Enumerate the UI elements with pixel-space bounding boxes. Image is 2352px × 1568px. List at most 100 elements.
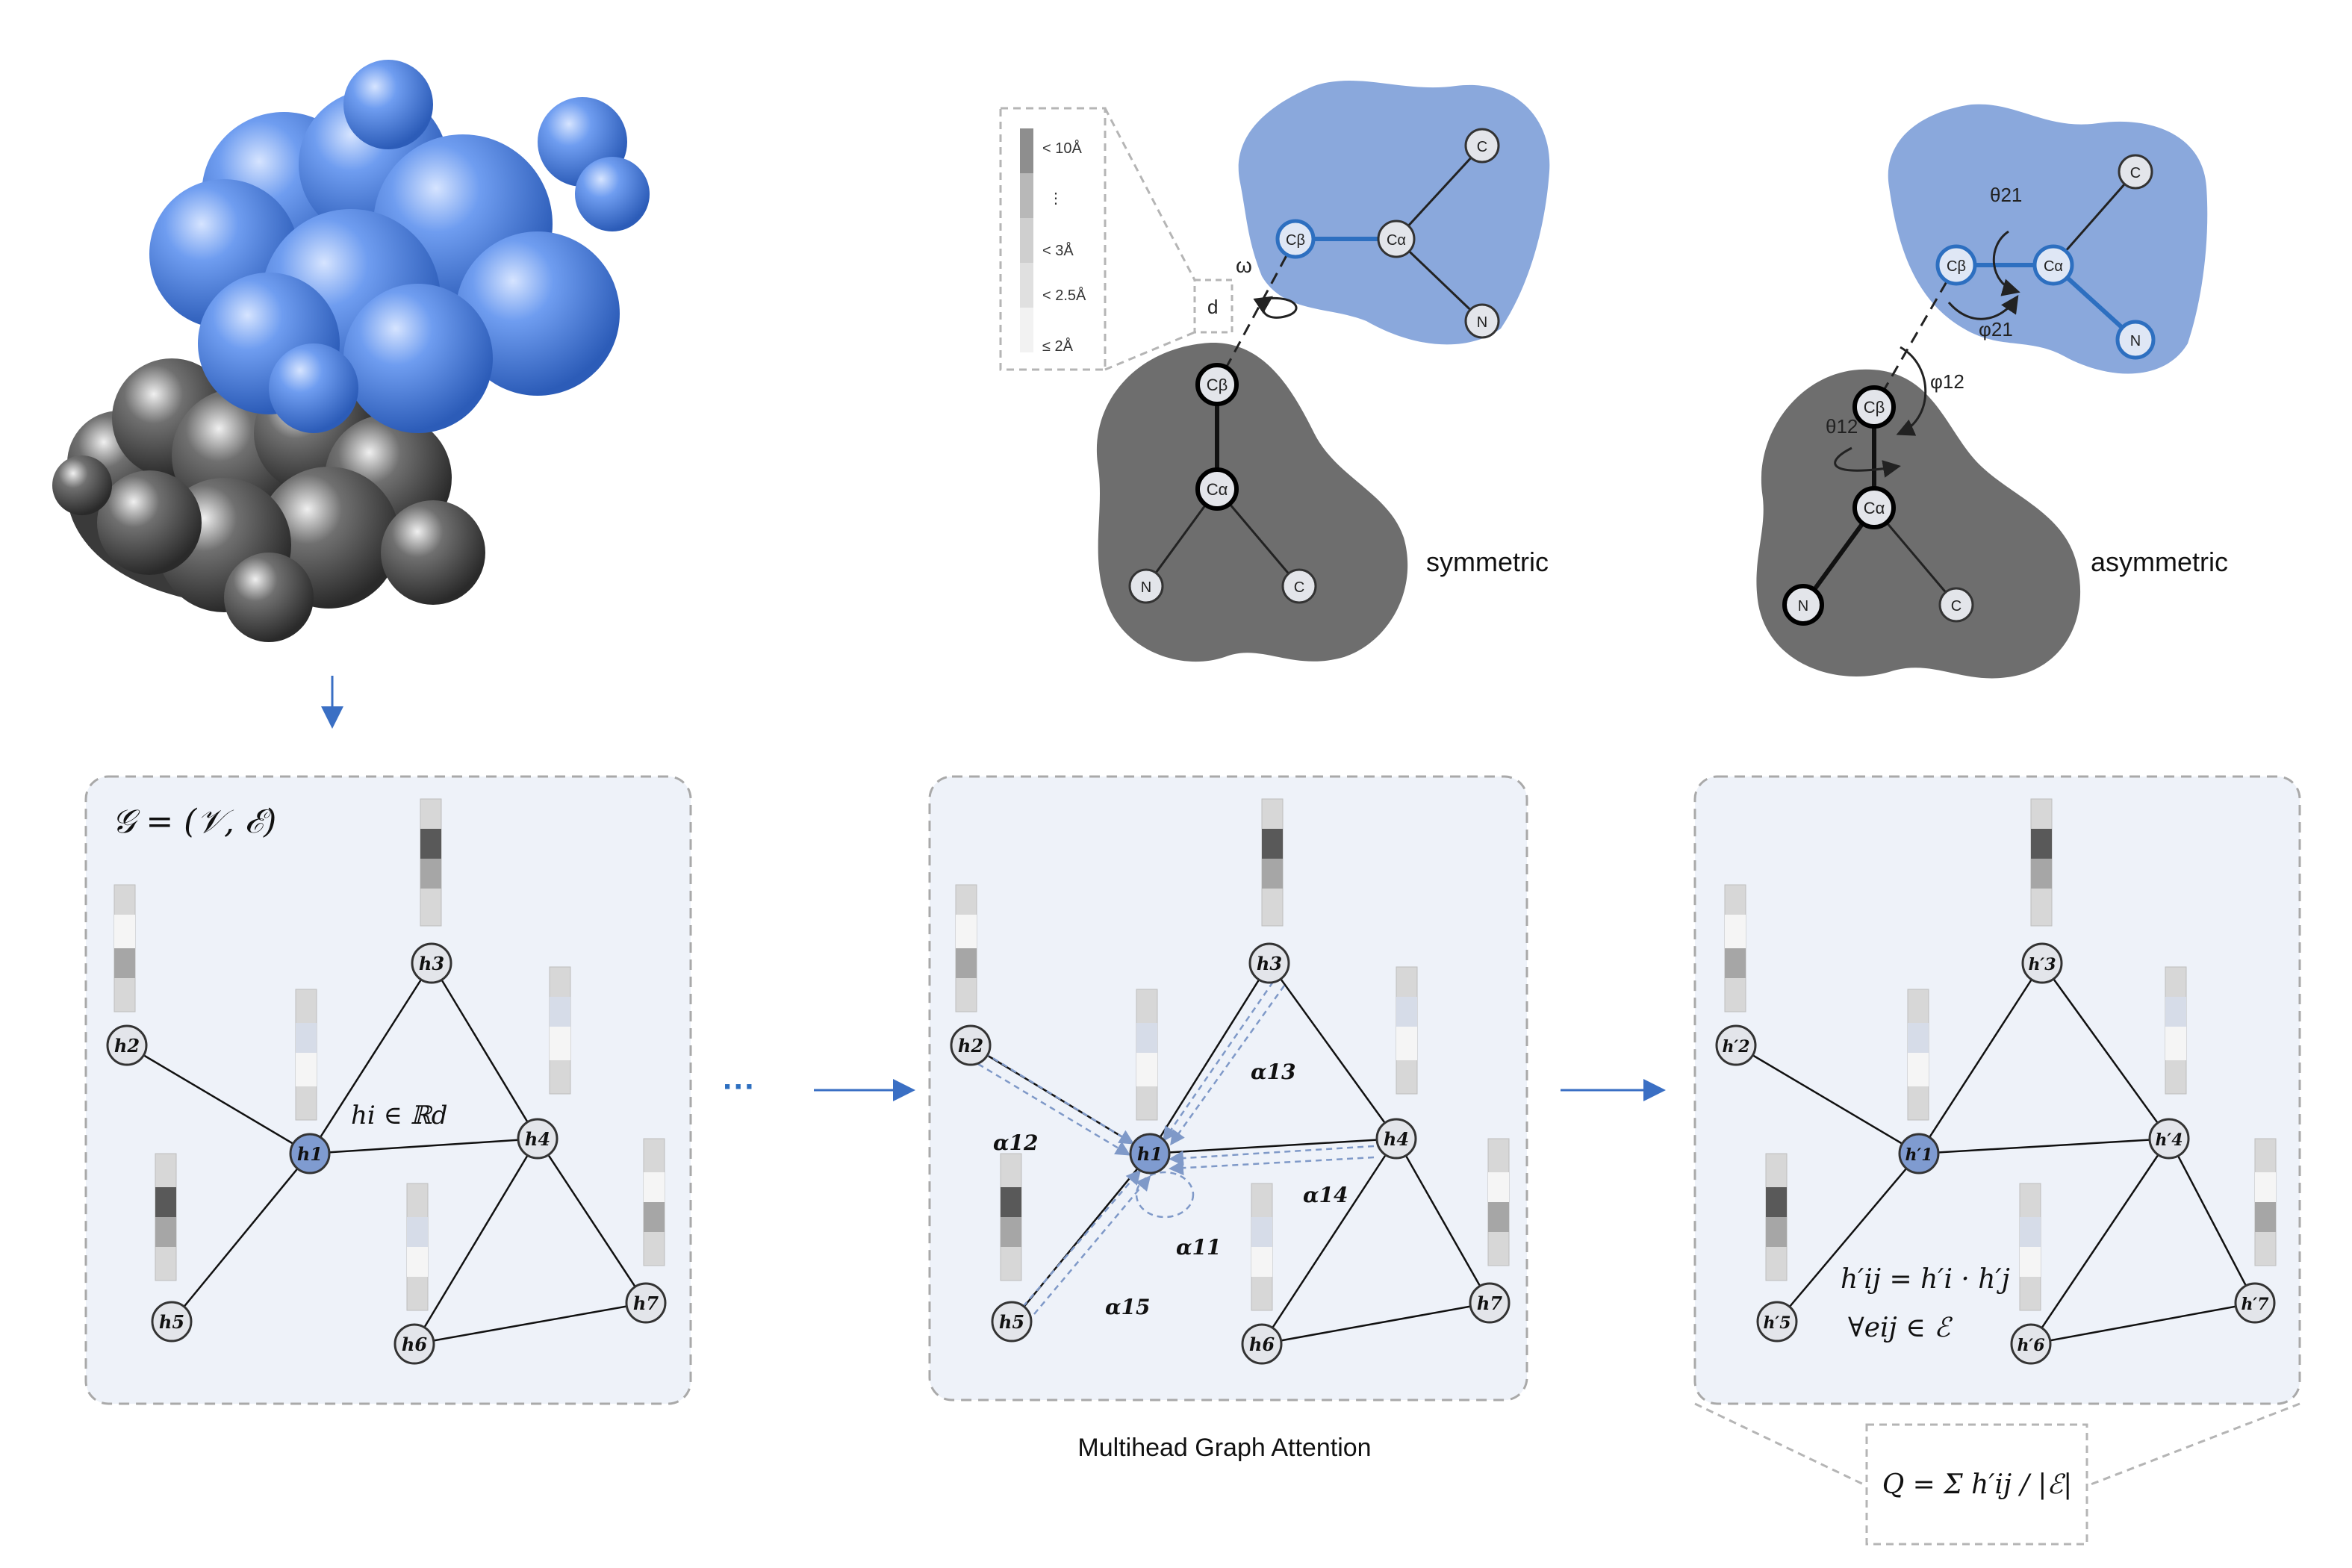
theta12-label: θ12 <box>1826 415 1858 438</box>
svg-text:C: C <box>1294 579 1304 596</box>
svg-text:h′4: h′4 <box>2155 1130 2183 1150</box>
svg-text:N: N <box>1477 314 1487 331</box>
atom-cb-blue-asym: Cβ <box>1935 244 1977 286</box>
atom-n-blue: N <box>1464 303 1500 339</box>
attn-node-h5: h5 <box>991 1301 1033 1343</box>
d-label: d <box>1207 296 1218 318</box>
feature-vector-h5 <box>155 1153 177 1281</box>
atom-cb-gray: Cβ <box>1195 363 1239 406</box>
asymmetric-diagram: θ21 φ21 φ12 θ12 Cβ Cα C N Cβ Cα <box>1756 104 2228 679</box>
feature-vector-a4 <box>1396 966 1418 1095</box>
gray-residue-region-asym <box>1756 369 2081 679</box>
svg-text:Cα: Cα <box>1864 499 1885 517</box>
atom-c-blue: C <box>1464 128 1500 164</box>
node-h2: h2 <box>106 1024 148 1066</box>
attn-node-h4: h4 <box>1375 1118 1417 1160</box>
feature-vector-a6 <box>1251 1183 1273 1311</box>
alpha-13: α13 <box>1251 1060 1296 1084</box>
svg-text:N: N <box>1798 598 1808 615</box>
svg-text:C: C <box>1951 598 1961 615</box>
svg-text:h′1: h′1 <box>1905 1145 1932 1165</box>
omega-label: ω <box>1236 254 1252 277</box>
q-formula: Q = Σ h′ij / |ℰ| <box>1882 1469 2073 1500</box>
scale-bin-3 <box>1020 218 1033 263</box>
symmetric-diagram: < 10Å ⋮ < 3Å < 2.5Å ≤ 2Å d ω Cβ Cα <box>999 80 1550 662</box>
attn-node-h2: h2 <box>950 1024 992 1066</box>
alpha-11: α11 <box>1176 1235 1222 1260</box>
feature-vector-o7 <box>2254 1138 2277 1266</box>
feature-vector-a7 <box>1487 1138 1510 1266</box>
feature-vector-o4 <box>2165 966 2187 1095</box>
feature-vector-h4 <box>549 966 571 1095</box>
input-graph-panel: 𝒢 = (𝒱, ℰ) <box>84 775 692 1405</box>
phi21-label: φ21 <box>1979 318 2013 340</box>
atom-cb-gray-asym: Cβ <box>1852 385 1896 429</box>
svg-text:h1: h1 <box>1137 1143 1163 1165</box>
svg-text:Cβ: Cβ <box>1947 258 1966 275</box>
svg-text:h2: h2 <box>114 1035 140 1057</box>
atom-n-gray: N <box>1128 568 1164 604</box>
feature-vector-a2 <box>955 884 977 1012</box>
output-panel: h′ij = h′i · h′j ∀eij ∈ ℰ h′1 h′2 h′3 h′… <box>1693 775 2301 1405</box>
svg-text:h6: h6 <box>402 1334 427 1355</box>
attention-caption: Multihead Graph Attention <box>1077 1434 1371 1462</box>
graph-definition: 𝒢 = (𝒱, ℰ) <box>112 803 276 841</box>
atom-ca-gray-asym: Cα <box>1852 486 1896 529</box>
alpha-15: α15 <box>1105 1295 1151 1319</box>
svg-text:h′6: h′6 <box>2017 1336 2044 1355</box>
feature-vector-h2 <box>113 884 136 1012</box>
svg-text:Cα: Cα <box>2044 258 2063 275</box>
svg-text:h5: h5 <box>159 1311 184 1333</box>
node-h3: h3 <box>411 942 452 984</box>
atom-c-blue-asym: C <box>2118 154 2153 190</box>
svg-text:N: N <box>1141 579 1151 596</box>
node-h6: h6 <box>393 1323 435 1365</box>
feature-vector-o2 <box>1724 884 1746 1012</box>
svg-text:h2: h2 <box>958 1035 983 1057</box>
out-node-h5: h′5 <box>1756 1301 1798 1343</box>
attention-panel: α12 α13 α14 α11 α15 h1 h2 h3 h4 h5 h6 h7 <box>928 775 1528 1401</box>
svg-text:h7: h7 <box>1477 1292 1502 1314</box>
svg-text:Cβ: Cβ <box>1207 376 1228 394</box>
svg-text:h′3: h′3 <box>2028 955 2056 974</box>
d-callout-box <box>1193 279 1233 334</box>
scale-bin-mid <box>1020 173 1033 218</box>
node-h4: h4 <box>517 1118 559 1160</box>
feature-vector-h6 <box>406 1183 429 1311</box>
node-h5: h5 <box>151 1301 193 1343</box>
scale-label-10: < 10Å <box>1042 140 1082 157</box>
svg-text:h′7: h′7 <box>2241 1295 2269 1314</box>
feature-vector-h1 <box>295 989 317 1121</box>
feature-vector-o1 <box>1907 989 1929 1121</box>
svg-text:C: C <box>1477 139 1487 155</box>
svg-text:h7: h7 <box>633 1292 659 1314</box>
scale-bin-10 <box>1020 128 1033 173</box>
feature-vector-a5 <box>1000 1153 1022 1281</box>
feature-vector-o5 <box>1765 1153 1788 1281</box>
gray-residue-region <box>1096 343 1408 662</box>
edge-score-formula: h′ij = h′i · h′j <box>1841 1264 2010 1295</box>
out-node-h6: h′6 <box>2010 1323 2052 1365</box>
attn-node-h6: h6 <box>1241 1323 1283 1365</box>
svg-text:h6: h6 <box>1249 1334 1275 1355</box>
svg-text:h5: h5 <box>999 1311 1024 1333</box>
atom-cb-blue: Cβ <box>1275 219 1316 259</box>
atom-c-gray: C <box>1281 568 1317 604</box>
blue-residue-region <box>1238 80 1550 345</box>
edge-quantifier: ∀eij ∈ ℰ <box>1848 1313 1953 1343</box>
scale-label-3: < 3Å <box>1042 242 1074 259</box>
out-node-h2: h′2 <box>1715 1024 1757 1066</box>
protein-chain-blue <box>149 60 650 433</box>
atom-ca-blue: Cα <box>1377 220 1416 258</box>
out-node-h4: h′4 <box>2148 1118 2190 1160</box>
attn-node-h3: h3 <box>1248 942 1290 984</box>
ellipsis: ··· <box>723 1068 756 1105</box>
scale-label-2: ≤ 2Å <box>1042 337 1074 355</box>
distance-scale-box <box>999 107 1107 371</box>
atom-ca-blue-asym: Cα <box>2032 244 2074 286</box>
svg-text:h3: h3 <box>1257 953 1282 974</box>
atom-ca-gray: Cα <box>1195 467 1239 511</box>
feature-vector-o6 <box>2019 1183 2041 1311</box>
protein-complex-render <box>52 60 650 642</box>
